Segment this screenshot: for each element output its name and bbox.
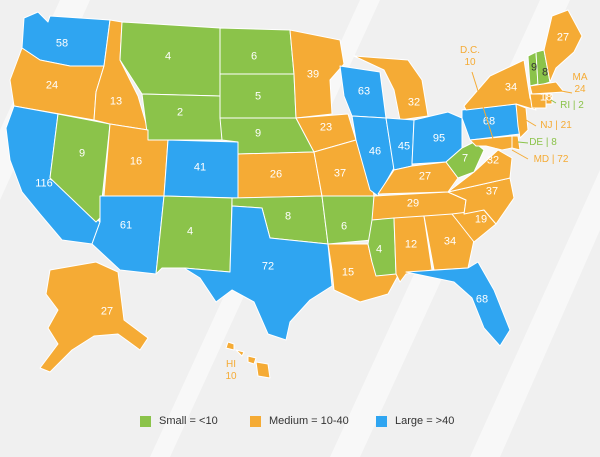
- state-VA[interactable]: [447, 149, 513, 193]
- value-label-NM: 4: [186, 225, 194, 238]
- legend-swatch-large: [376, 415, 387, 427]
- value-label-IA: 23: [319, 121, 333, 134]
- value-label-SD: 5: [254, 90, 262, 103]
- value-label-FL: 68: [475, 293, 489, 306]
- label-ma-name: MA: [572, 72, 588, 83]
- legend-label-large: Large = >40: [395, 415, 455, 427]
- value-label-VT: 9: [530, 61, 538, 74]
- value-label-MO: 37: [333, 167, 347, 180]
- value-label-CO: 41: [193, 161, 207, 174]
- label-hi-name: HI: [226, 359, 236, 370]
- label-hi: HI 10: [225, 359, 236, 383]
- state-MI[interactable]: [353, 55, 429, 121]
- state-AK[interactable]: [39, 261, 149, 373]
- value-label-MT: 4: [164, 50, 172, 63]
- value-label-AL: 12: [404, 238, 418, 251]
- value-label-AR: 6: [340, 220, 348, 233]
- value-label-PA: 68: [482, 115, 496, 128]
- value-label-NY: 34: [504, 81, 518, 94]
- value-label-SC: 19: [474, 213, 488, 226]
- value-label-WV: 7: [461, 152, 469, 165]
- legend-item-large: Large = >40: [376, 415, 454, 427]
- value-label-MI: 32: [407, 96, 421, 109]
- value-label-KS: 26: [269, 168, 283, 181]
- value-label-AZ: 61: [119, 219, 133, 232]
- value-label-WY: 2: [176, 106, 184, 119]
- state-AR[interactable]: [321, 195, 375, 245]
- label-de: DE | 8: [529, 137, 557, 148]
- label-md: MD | 72: [533, 154, 569, 165]
- value-label-CT: 18: [539, 91, 553, 104]
- state-WV[interactable]: [445, 141, 485, 179]
- state-NJ[interactable]: [515, 103, 529, 139]
- value-label-UT: 16: [129, 155, 143, 168]
- value-label-AK: 27: [100, 305, 114, 318]
- state-FL[interactable]: [405, 261, 511, 347]
- state-AZ[interactable]: [91, 195, 165, 275]
- state-TX[interactable]: [183, 205, 333, 341]
- state-ME[interactable]: [543, 9, 583, 83]
- label-hi-value: 10: [225, 371, 237, 382]
- state-NC[interactable]: [447, 177, 515, 225]
- value-label-ID: 13: [109, 95, 123, 108]
- value-label-NC: 37: [485, 185, 499, 198]
- label-dc: D.C. 10: [460, 45, 480, 69]
- state-MN[interactable]: [289, 29, 345, 119]
- label-ma-value: 24: [574, 84, 586, 95]
- value-label-IL: 46: [368, 145, 382, 158]
- label-ma: MA 24: [573, 72, 588, 96]
- state-NM[interactable]: [155, 195, 233, 275]
- value-label-TN: 29: [406, 197, 420, 210]
- value-label-MN: 39: [306, 68, 320, 81]
- legend: Small = <10 Medium = 10-40 Large = >40: [140, 415, 480, 435]
- state-HI[interactable]: [225, 341, 271, 379]
- value-label-OH: 95: [432, 132, 446, 145]
- value-label-ND: 6: [250, 50, 258, 63]
- value-label-MS: 4: [375, 243, 383, 256]
- state-GA[interactable]: [423, 213, 475, 271]
- value-label-OR: 24: [45, 79, 59, 92]
- value-label-KY: 27: [418, 170, 432, 183]
- value-label-TX: 72: [261, 260, 275, 273]
- label-nj: NJ | 21: [540, 120, 572, 131]
- value-label-ME: 27: [556, 31, 570, 44]
- label-dc-value: 10: [464, 57, 476, 68]
- label-ri: RI | 2: [560, 100, 584, 111]
- value-label-IN: 45: [397, 140, 411, 153]
- value-label-CA: 116: [35, 177, 53, 190]
- state-CT[interactable]: [529, 93, 547, 109]
- value-label-WI: 63: [357, 85, 371, 98]
- value-label-NE: 9: [254, 127, 262, 140]
- legend-item-small: Small = <10: [140, 415, 218, 427]
- value-label-VA: 32: [486, 154, 500, 167]
- value-label-NV: 9: [78, 147, 86, 160]
- value-label-GA: 34: [443, 235, 457, 248]
- value-label-WA: 58: [55, 37, 69, 50]
- legend-label-small: Small = <10: [159, 415, 218, 427]
- state-DE[interactable]: [511, 135, 521, 151]
- legend-swatch-medium: [250, 415, 261, 427]
- value-label-NH: 8: [541, 66, 549, 79]
- legend-item-medium: Medium = 10-40: [250, 415, 349, 427]
- legend-swatch-small: [140, 415, 151, 427]
- label-dc-name: D.C.: [460, 45, 480, 56]
- value-label-OK: 8: [284, 210, 292, 223]
- value-label-LA: 15: [341, 266, 355, 279]
- state-RI[interactable]: [545, 93, 553, 105]
- legend-label-medium: Medium = 10-40: [269, 415, 349, 427]
